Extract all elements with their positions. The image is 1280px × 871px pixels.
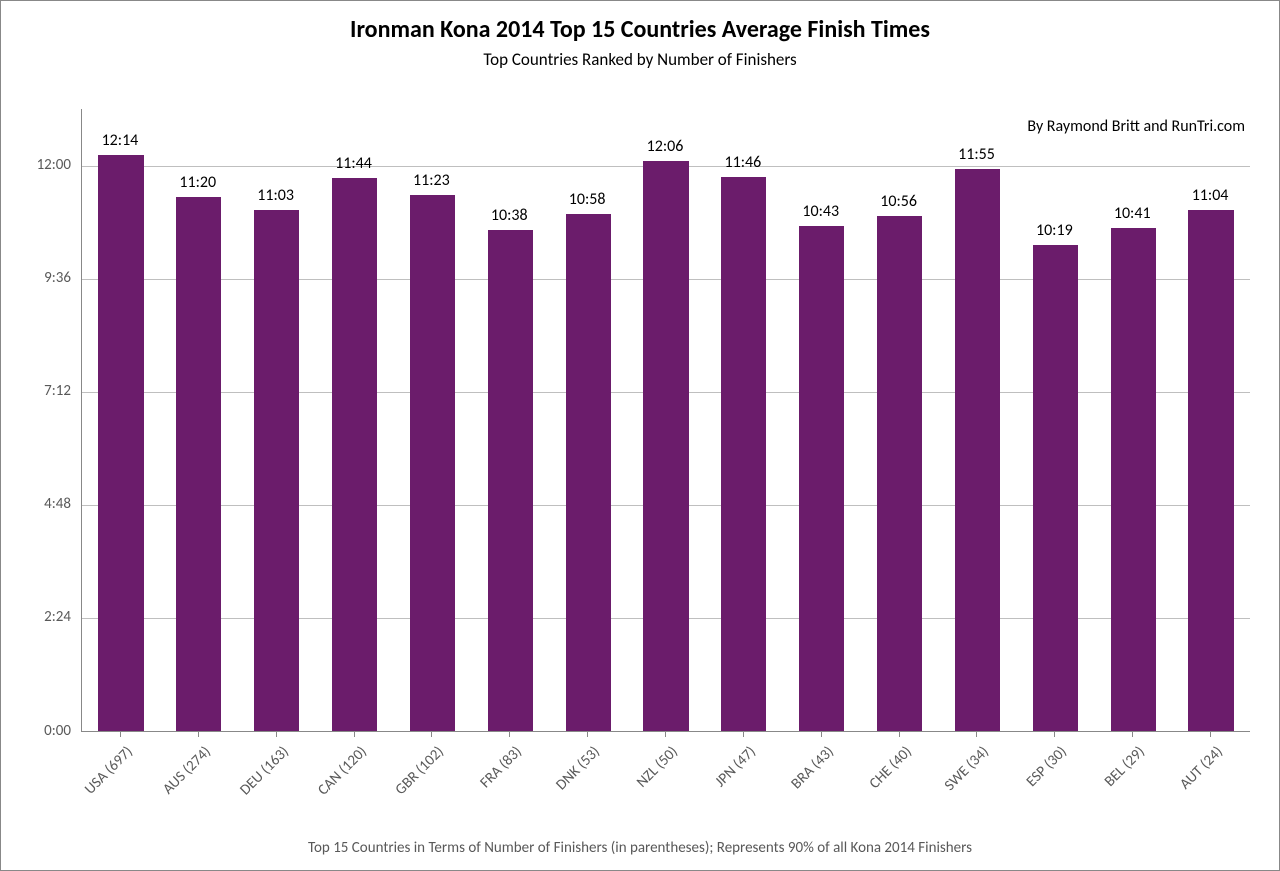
xtick-mark: [1054, 731, 1055, 737]
bar-value-label: 11:55: [938, 145, 1016, 164]
xtick-mark: [587, 731, 588, 737]
bar: [488, 230, 533, 731]
bar: [877, 216, 922, 731]
xtick-mark: [509, 731, 510, 737]
ytick-label: 4:48: [11, 495, 71, 513]
bar-value-label: 10:58: [548, 190, 626, 209]
bar: [721, 177, 766, 731]
bar-value-label: 11:23: [392, 171, 470, 190]
bar-value-label: 10:38: [470, 206, 548, 225]
xtick-mark: [354, 731, 355, 737]
xtick-mark: [976, 731, 977, 737]
bar: [1033, 245, 1078, 731]
bar: [332, 178, 377, 731]
bar-value-label: 10:41: [1093, 204, 1171, 223]
bar-value-label: 12:14: [81, 131, 159, 150]
ytick-label: 12:00: [11, 156, 71, 174]
bar-value-label: 12:06: [626, 137, 704, 156]
bar-value-label: 11:03: [237, 186, 315, 205]
bar: [98, 155, 143, 731]
xtick-mark: [665, 731, 666, 737]
xtick-mark: [120, 731, 121, 737]
ytick-label: 7:12: [11, 382, 71, 400]
bar: [955, 169, 1000, 731]
bar-value-label: 10:56: [860, 192, 938, 211]
xtick-mark: [1210, 731, 1211, 737]
bar-value-label: 11:46: [704, 153, 782, 172]
chart-container: Ironman Kona 2014 Top 15 Countries Avera…: [0, 0, 1280, 871]
bar: [254, 210, 299, 731]
xtick-mark: [899, 731, 900, 737]
xtick-mark: [743, 731, 744, 737]
ytick-label: 0:00: [11, 722, 71, 740]
bar: [1111, 228, 1156, 731]
chart-subtitle: Top Countries Ranked by Number of Finish…: [1, 49, 1279, 70]
xtick-mark: [276, 731, 277, 737]
xtick-mark: [431, 731, 432, 737]
bar-value-label: 11:04: [1171, 186, 1249, 205]
bar: [176, 197, 221, 731]
bar: [799, 226, 844, 731]
bar-value-label: 10:19: [1015, 221, 1093, 240]
xtick-mark: [821, 731, 822, 737]
bar-value-label: 10:43: [782, 202, 860, 221]
bar-value-label: 11:44: [315, 154, 393, 173]
bar: [1188, 210, 1233, 731]
chart-title: Ironman Kona 2014 Top 15 Countries Avera…: [1, 15, 1279, 44]
bar: [643, 161, 688, 731]
xtick-mark: [198, 731, 199, 737]
ytick-label: 9:36: [11, 269, 71, 287]
bar: [410, 195, 455, 731]
xtick-mark: [1132, 731, 1133, 737]
bar-value-label: 11:20: [159, 173, 237, 192]
ytick-label: 2:24: [11, 608, 71, 626]
bar: [566, 214, 611, 731]
